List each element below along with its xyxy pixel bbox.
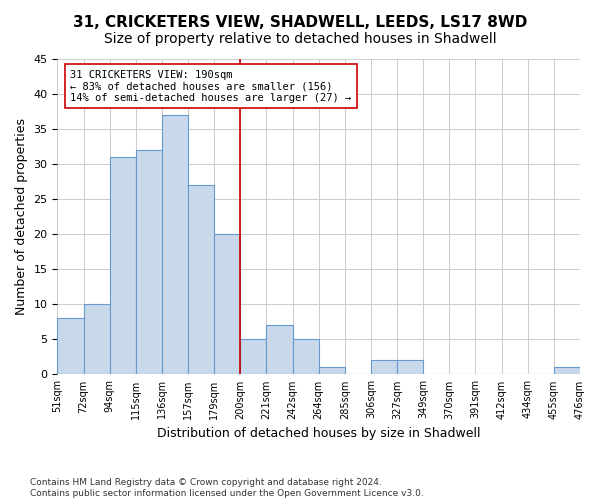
- Bar: [293, 340, 319, 374]
- Bar: [214, 234, 241, 374]
- Bar: [554, 368, 580, 374]
- Bar: [162, 115, 188, 374]
- Bar: [371, 360, 397, 374]
- Bar: [241, 340, 266, 374]
- Bar: [266, 326, 293, 374]
- Bar: [136, 150, 162, 374]
- Bar: [397, 360, 423, 374]
- Text: 31 CRICKETERS VIEW: 190sqm
← 83% of detached houses are smaller (156)
14% of sem: 31 CRICKETERS VIEW: 190sqm ← 83% of deta…: [70, 70, 352, 102]
- Bar: [83, 304, 110, 374]
- Text: 31, CRICKETERS VIEW, SHADWELL, LEEDS, LS17 8WD: 31, CRICKETERS VIEW, SHADWELL, LEEDS, LS…: [73, 15, 527, 30]
- X-axis label: Distribution of detached houses by size in Shadwell: Distribution of detached houses by size …: [157, 427, 481, 440]
- Y-axis label: Number of detached properties: Number of detached properties: [15, 118, 28, 315]
- Bar: [188, 185, 214, 374]
- Bar: [319, 368, 345, 374]
- Bar: [110, 157, 136, 374]
- Text: Size of property relative to detached houses in Shadwell: Size of property relative to detached ho…: [104, 32, 496, 46]
- Text: Contains HM Land Registry data © Crown copyright and database right 2024.
Contai: Contains HM Land Registry data © Crown c…: [30, 478, 424, 498]
- Bar: [58, 318, 83, 374]
